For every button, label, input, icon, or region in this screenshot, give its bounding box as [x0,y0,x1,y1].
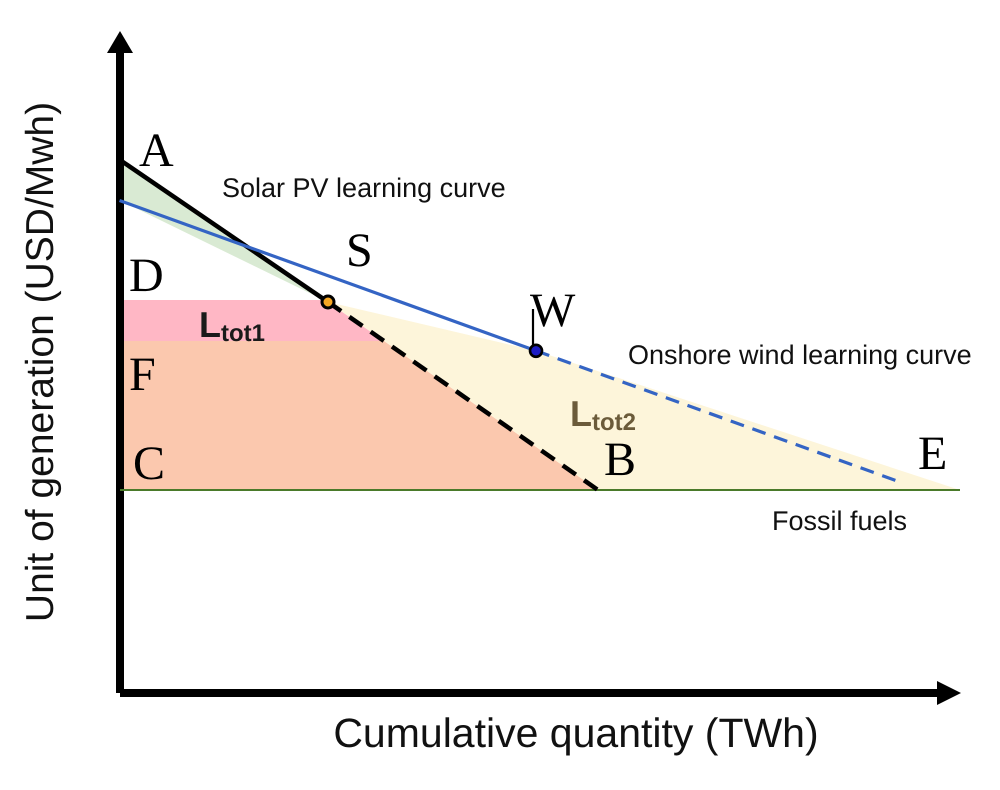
svg-text:B: B [604,433,636,486]
svg-text:C: C [133,437,165,490]
svg-text:W: W [530,284,576,337]
svg-text:E: E [918,427,947,480]
svg-text:Cumulative quantity (TWh): Cumulative quantity (TWh) [333,710,818,756]
svg-text:F: F [129,348,156,401]
svg-text:A: A [139,124,174,177]
svg-text:Unit of generation (USD/Mwh): Unit of generation (USD/Mwh) [19,102,62,622]
svg-text:Fossil fuels: Fossil fuels [772,506,907,536]
svg-text:Onshore wind learning curve: Onshore wind learning curve [628,340,972,370]
svg-text:S: S [346,224,373,277]
svg-text:D: D [129,249,164,302]
svg-text:Solar PV learning curve: Solar PV learning curve [222,173,506,203]
